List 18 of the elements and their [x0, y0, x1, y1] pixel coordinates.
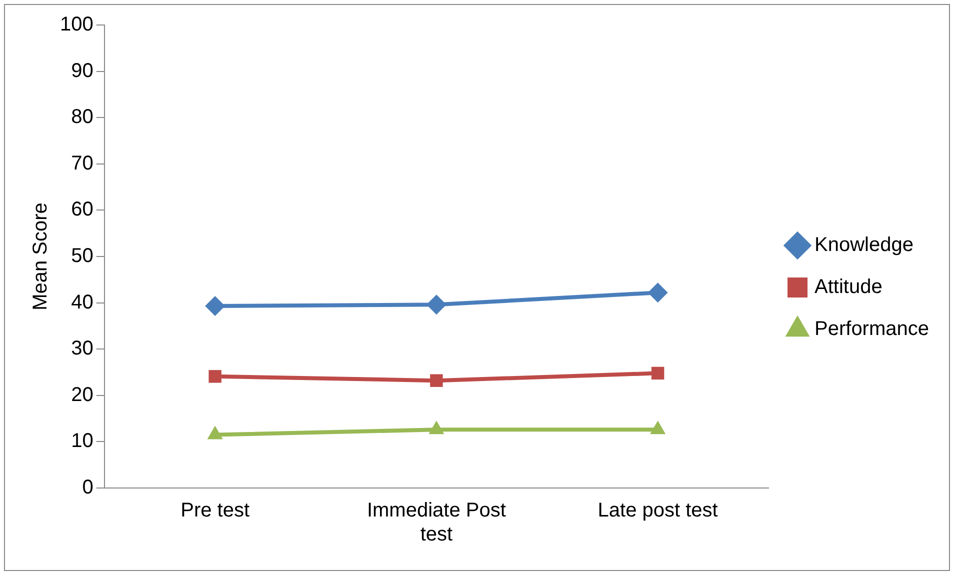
y-axis-title: Mean Score [30, 202, 52, 310]
legend-label: Performance [814, 318, 930, 340]
y-tick-label: 70 [71, 152, 94, 174]
y-tick-label: 20 [71, 384, 94, 406]
y-tick-label: 0 [82, 476, 94, 499]
x-tick-label: Pre test [180, 500, 250, 522]
x-tick-label: Late post test [598, 500, 718, 522]
y-tick-label: 80 [71, 106, 94, 128]
legend-label: Knowledge [814, 234, 914, 256]
y-tick-label: 90 [71, 60, 94, 82]
y-tick-label: 50 [71, 245, 94, 268]
y-tick-label: 60 [71, 198, 94, 221]
y-tick-label: 10 [71, 430, 94, 452]
x-tick-label: Immediate Post test [366, 500, 506, 546]
legend-label: Attitude [814, 276, 882, 298]
y-tick-label: 100 [60, 14, 94, 36]
y-tick-label: 40 [71, 291, 94, 314]
y-tick-label: 30 [71, 338, 94, 360]
